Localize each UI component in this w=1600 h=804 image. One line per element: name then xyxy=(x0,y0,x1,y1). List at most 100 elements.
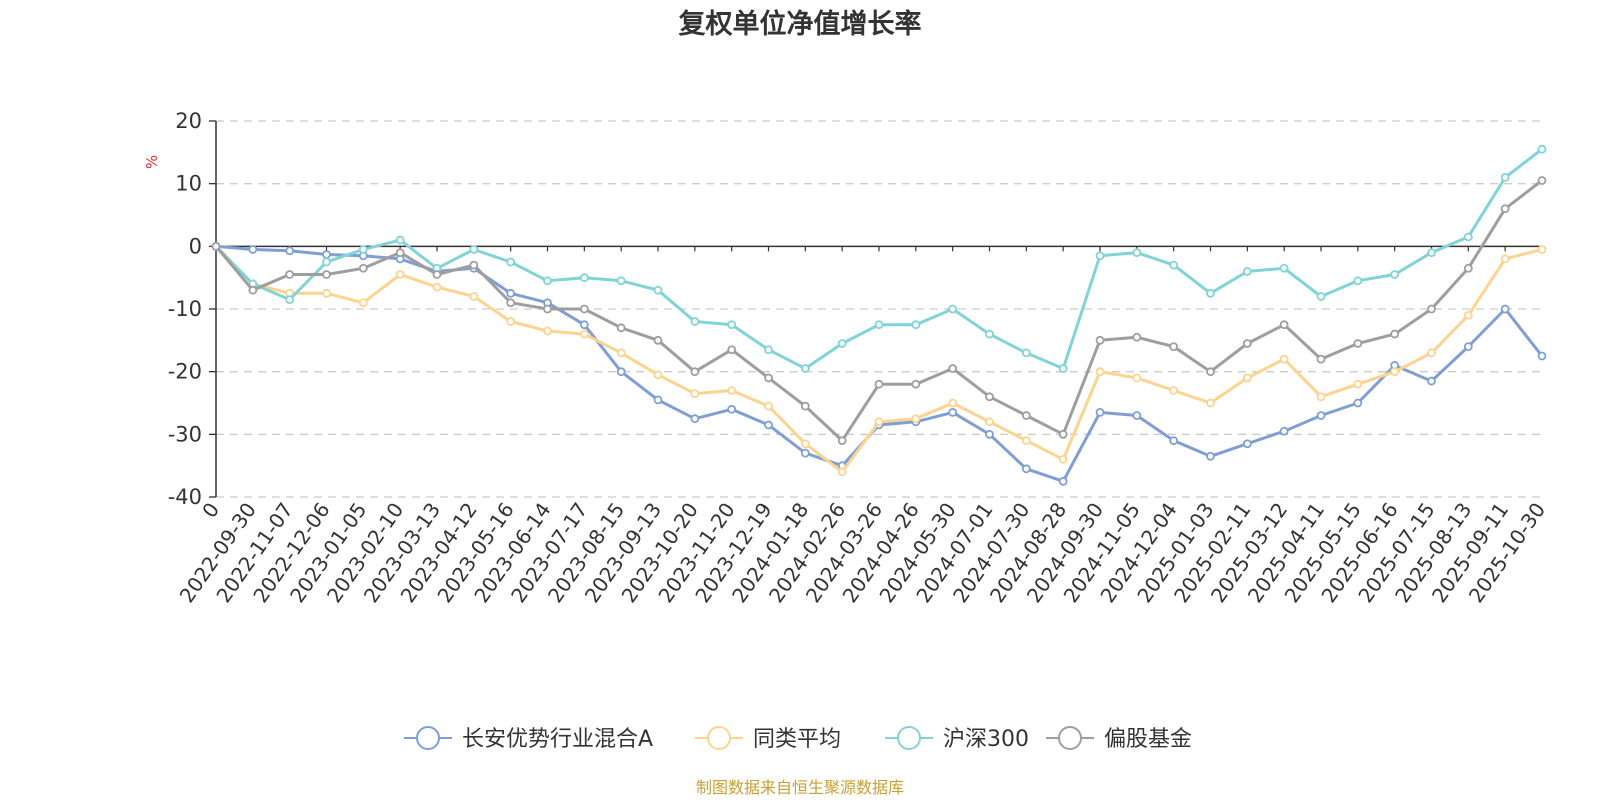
data-point xyxy=(874,417,884,427)
data-point xyxy=(1316,292,1326,301)
legend-label: 同类平均 xyxy=(753,727,841,752)
data-point xyxy=(1058,429,1068,439)
data-point xyxy=(1095,335,1105,345)
source-note: 制图数据来自恒生聚源数据库 xyxy=(696,778,904,797)
data-point xyxy=(506,257,516,267)
legend-item-沪深300[interactable]: 沪深300 xyxy=(885,726,1029,752)
data-point xyxy=(1463,310,1473,320)
data-point xyxy=(1206,367,1215,377)
data-point xyxy=(616,348,626,358)
data-point xyxy=(1500,172,1510,182)
data-point xyxy=(543,304,552,314)
data-point xyxy=(248,285,258,295)
series-line-长安优势行业混合A xyxy=(214,244,1544,483)
data-point xyxy=(690,389,700,399)
data-point xyxy=(800,439,810,449)
data-point xyxy=(1463,263,1473,273)
legend-swatch-marker xyxy=(707,726,731,750)
data-point xyxy=(1169,436,1179,446)
y-tick-label: -20 xyxy=(168,360,202,384)
data-point xyxy=(653,370,663,380)
data-point xyxy=(1390,270,1400,279)
data-point xyxy=(911,379,921,389)
data-point xyxy=(1353,276,1363,286)
data-point xyxy=(764,420,773,430)
data-point xyxy=(1500,304,1510,314)
data-point xyxy=(948,398,958,408)
data-point xyxy=(690,317,700,326)
data-point xyxy=(358,298,368,308)
data-point xyxy=(837,467,847,477)
data-point xyxy=(764,345,773,355)
legend-swatch-marker xyxy=(897,726,921,750)
data-point xyxy=(1537,144,1547,154)
series-lines xyxy=(211,144,1547,486)
data-point xyxy=(1316,354,1326,364)
legend-item-同类平均[interactable]: 同类平均 xyxy=(695,726,841,752)
y-axis-unit-label: % xyxy=(143,155,161,169)
data-point xyxy=(1132,411,1142,420)
data-point xyxy=(395,248,405,258)
data-point xyxy=(1353,379,1363,389)
data-point xyxy=(1427,304,1436,314)
data-point xyxy=(690,414,700,424)
data-point xyxy=(874,379,884,389)
data-point xyxy=(1058,454,1068,464)
data-point xyxy=(322,288,331,298)
data-point xyxy=(985,417,994,427)
x-tick-label: 0 xyxy=(197,498,224,522)
data-point xyxy=(653,395,663,405)
data-point xyxy=(985,392,994,402)
data-point xyxy=(985,329,994,339)
data-point xyxy=(653,335,663,345)
legend-label: 长安优势行业混合A xyxy=(462,727,653,752)
data-point xyxy=(1058,364,1068,373)
data-point xyxy=(285,246,295,256)
legend-swatch-marker xyxy=(416,726,440,750)
data-point xyxy=(800,448,810,458)
data-point xyxy=(211,241,221,251)
data-point xyxy=(1537,176,1547,185)
data-point xyxy=(1206,288,1215,298)
data-point xyxy=(432,270,442,279)
legend-label: 偏股基金 xyxy=(1104,727,1192,752)
data-point xyxy=(800,401,810,411)
data-point xyxy=(1279,354,1289,364)
data-point xyxy=(579,329,589,339)
data-point xyxy=(837,339,847,348)
legend-item-长安优势行业混合A[interactable]: 长安优势行业混合A xyxy=(404,726,653,752)
data-point xyxy=(764,373,773,383)
data-point xyxy=(506,317,516,326)
legend-item-偏股基金[interactable]: 偏股基金 xyxy=(1046,726,1192,752)
data-point xyxy=(1353,398,1363,408)
data-point xyxy=(506,288,516,298)
data-point xyxy=(322,250,331,259)
data-point xyxy=(1132,248,1142,258)
data-point xyxy=(1537,351,1547,361)
y-tick-label: -10 xyxy=(168,297,202,321)
data-point xyxy=(616,367,626,377)
data-point xyxy=(1316,392,1326,402)
gridlines xyxy=(216,120,1542,498)
data-point xyxy=(285,270,295,279)
data-point xyxy=(1095,367,1105,377)
data-point xyxy=(322,257,331,267)
y-tick-label: 10 xyxy=(175,172,202,196)
data-point xyxy=(948,407,958,417)
data-point xyxy=(358,245,368,254)
data-point xyxy=(322,270,331,279)
data-point xyxy=(653,285,663,295)
legend: 长安优势行业混合A 同类平均 沪深300 偏股基金 xyxy=(404,726,1192,752)
data-point xyxy=(1390,329,1400,339)
data-point xyxy=(1537,245,1547,254)
data-point xyxy=(800,364,810,373)
data-point xyxy=(248,245,258,254)
data-point xyxy=(1206,451,1215,461)
chart-title: 复权单位净值增长率 xyxy=(679,8,922,40)
y-tick-label: -30 xyxy=(168,422,202,446)
data-point xyxy=(1463,342,1473,352)
legend-swatch-marker xyxy=(1058,726,1082,750)
data-point xyxy=(1427,376,1436,386)
data-point xyxy=(1021,411,1031,420)
